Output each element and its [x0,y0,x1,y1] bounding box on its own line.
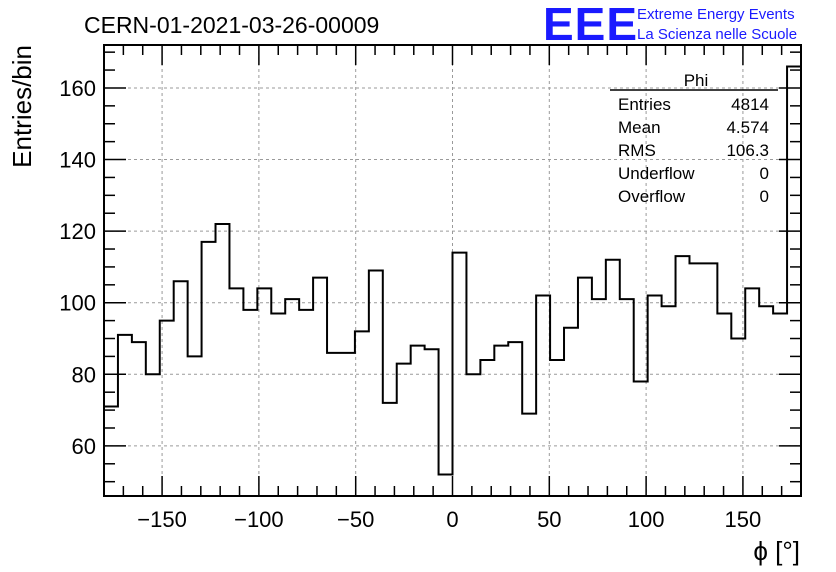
stats-row-label: Entries [618,95,671,114]
x-tick-label: −150 [137,507,187,532]
y-tick-label: 100 [59,291,96,316]
stats-box-name: Phi [684,71,709,90]
x-tick-label: −100 [234,507,284,532]
x-tick-label: 150 [725,507,762,532]
y-axis-label: Entries/bin [7,45,37,168]
x-tick-label: 0 [446,507,458,532]
plot-frame [103,44,802,497]
eee-logo-mark: EEE [543,0,638,50]
eee-logo-line1: Extreme Energy Events [637,6,795,23]
y-tick-labels: 60 80 100 120 140 160 [59,76,96,459]
x-tick-label: 50 [537,507,561,532]
stats-row-value: 0 [760,187,769,206]
chart-title: CERN-01-2021-03-26-00009 [84,12,379,38]
stats-row-value: 106.3 [726,141,769,160]
stats-row-value: 4814 [731,95,769,114]
stats-row-label: RMS [618,141,656,160]
histogram-line [104,65,801,476]
axis-ticks [103,45,802,496]
y-tick-label: 80 [72,362,96,387]
y-tick-label: 140 [59,148,96,173]
stats-row-value: 4.574 [726,118,769,137]
x-axis-label: ϕ [°] [753,536,800,566]
stats-row-label: Mean [618,118,661,137]
y-tick-label: 60 [72,434,96,459]
stats-box: Phi Entries 4814 Mean 4.574 RMS 106.3 Underflo… [610,71,778,206]
stats-row-label: Underflow [618,164,695,183]
x-tick-label: −50 [337,507,374,532]
y-tick-label: 120 [59,219,96,244]
x-tick-label: 100 [628,507,665,532]
eee-logo: EEE Extreme Energy Events La Scienza nel… [543,0,797,50]
x-tick-labels: −150 −100 −50 0 50 100 150 [137,507,761,532]
stats-row-label: Overflow [618,187,686,206]
stats-row-value: 0 [760,164,769,183]
y-tick-label: 160 [59,76,96,101]
eee-logo-line2: La Scienza nelle Scuole [637,26,797,43]
